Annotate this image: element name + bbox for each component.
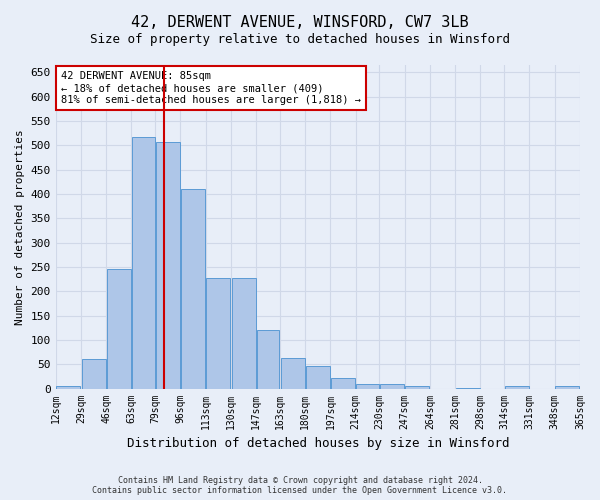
Bar [156,142,180,388]
Bar [107,270,131,388]
Bar [257,330,280,388]
Bar [132,137,155,388]
Bar [56,386,80,388]
Bar [406,386,430,388]
Bar [181,189,205,388]
Text: Size of property relative to detached houses in Winsford: Size of property relative to detached ho… [90,32,510,46]
X-axis label: Distribution of detached houses by size in Winsford: Distribution of detached houses by size … [127,437,509,450]
Bar [556,386,580,388]
Bar [331,378,355,388]
Bar [281,358,305,388]
Text: 42, DERWENT AVENUE, WINSFORD, CW7 3LB: 42, DERWENT AVENUE, WINSFORD, CW7 3LB [131,15,469,30]
Bar [206,278,230,388]
Bar [505,386,529,388]
Bar [380,384,404,388]
Bar [232,278,256,388]
Bar [82,360,106,388]
Text: 42 DERWENT AVENUE: 85sqm
← 18% of detached houses are smaller (409)
81% of semi-: 42 DERWENT AVENUE: 85sqm ← 18% of detach… [61,72,361,104]
Bar [356,384,379,388]
Text: Contains HM Land Registry data © Crown copyright and database right 2024.
Contai: Contains HM Land Registry data © Crown c… [92,476,508,495]
Bar [306,366,330,388]
Y-axis label: Number of detached properties: Number of detached properties [15,129,25,324]
